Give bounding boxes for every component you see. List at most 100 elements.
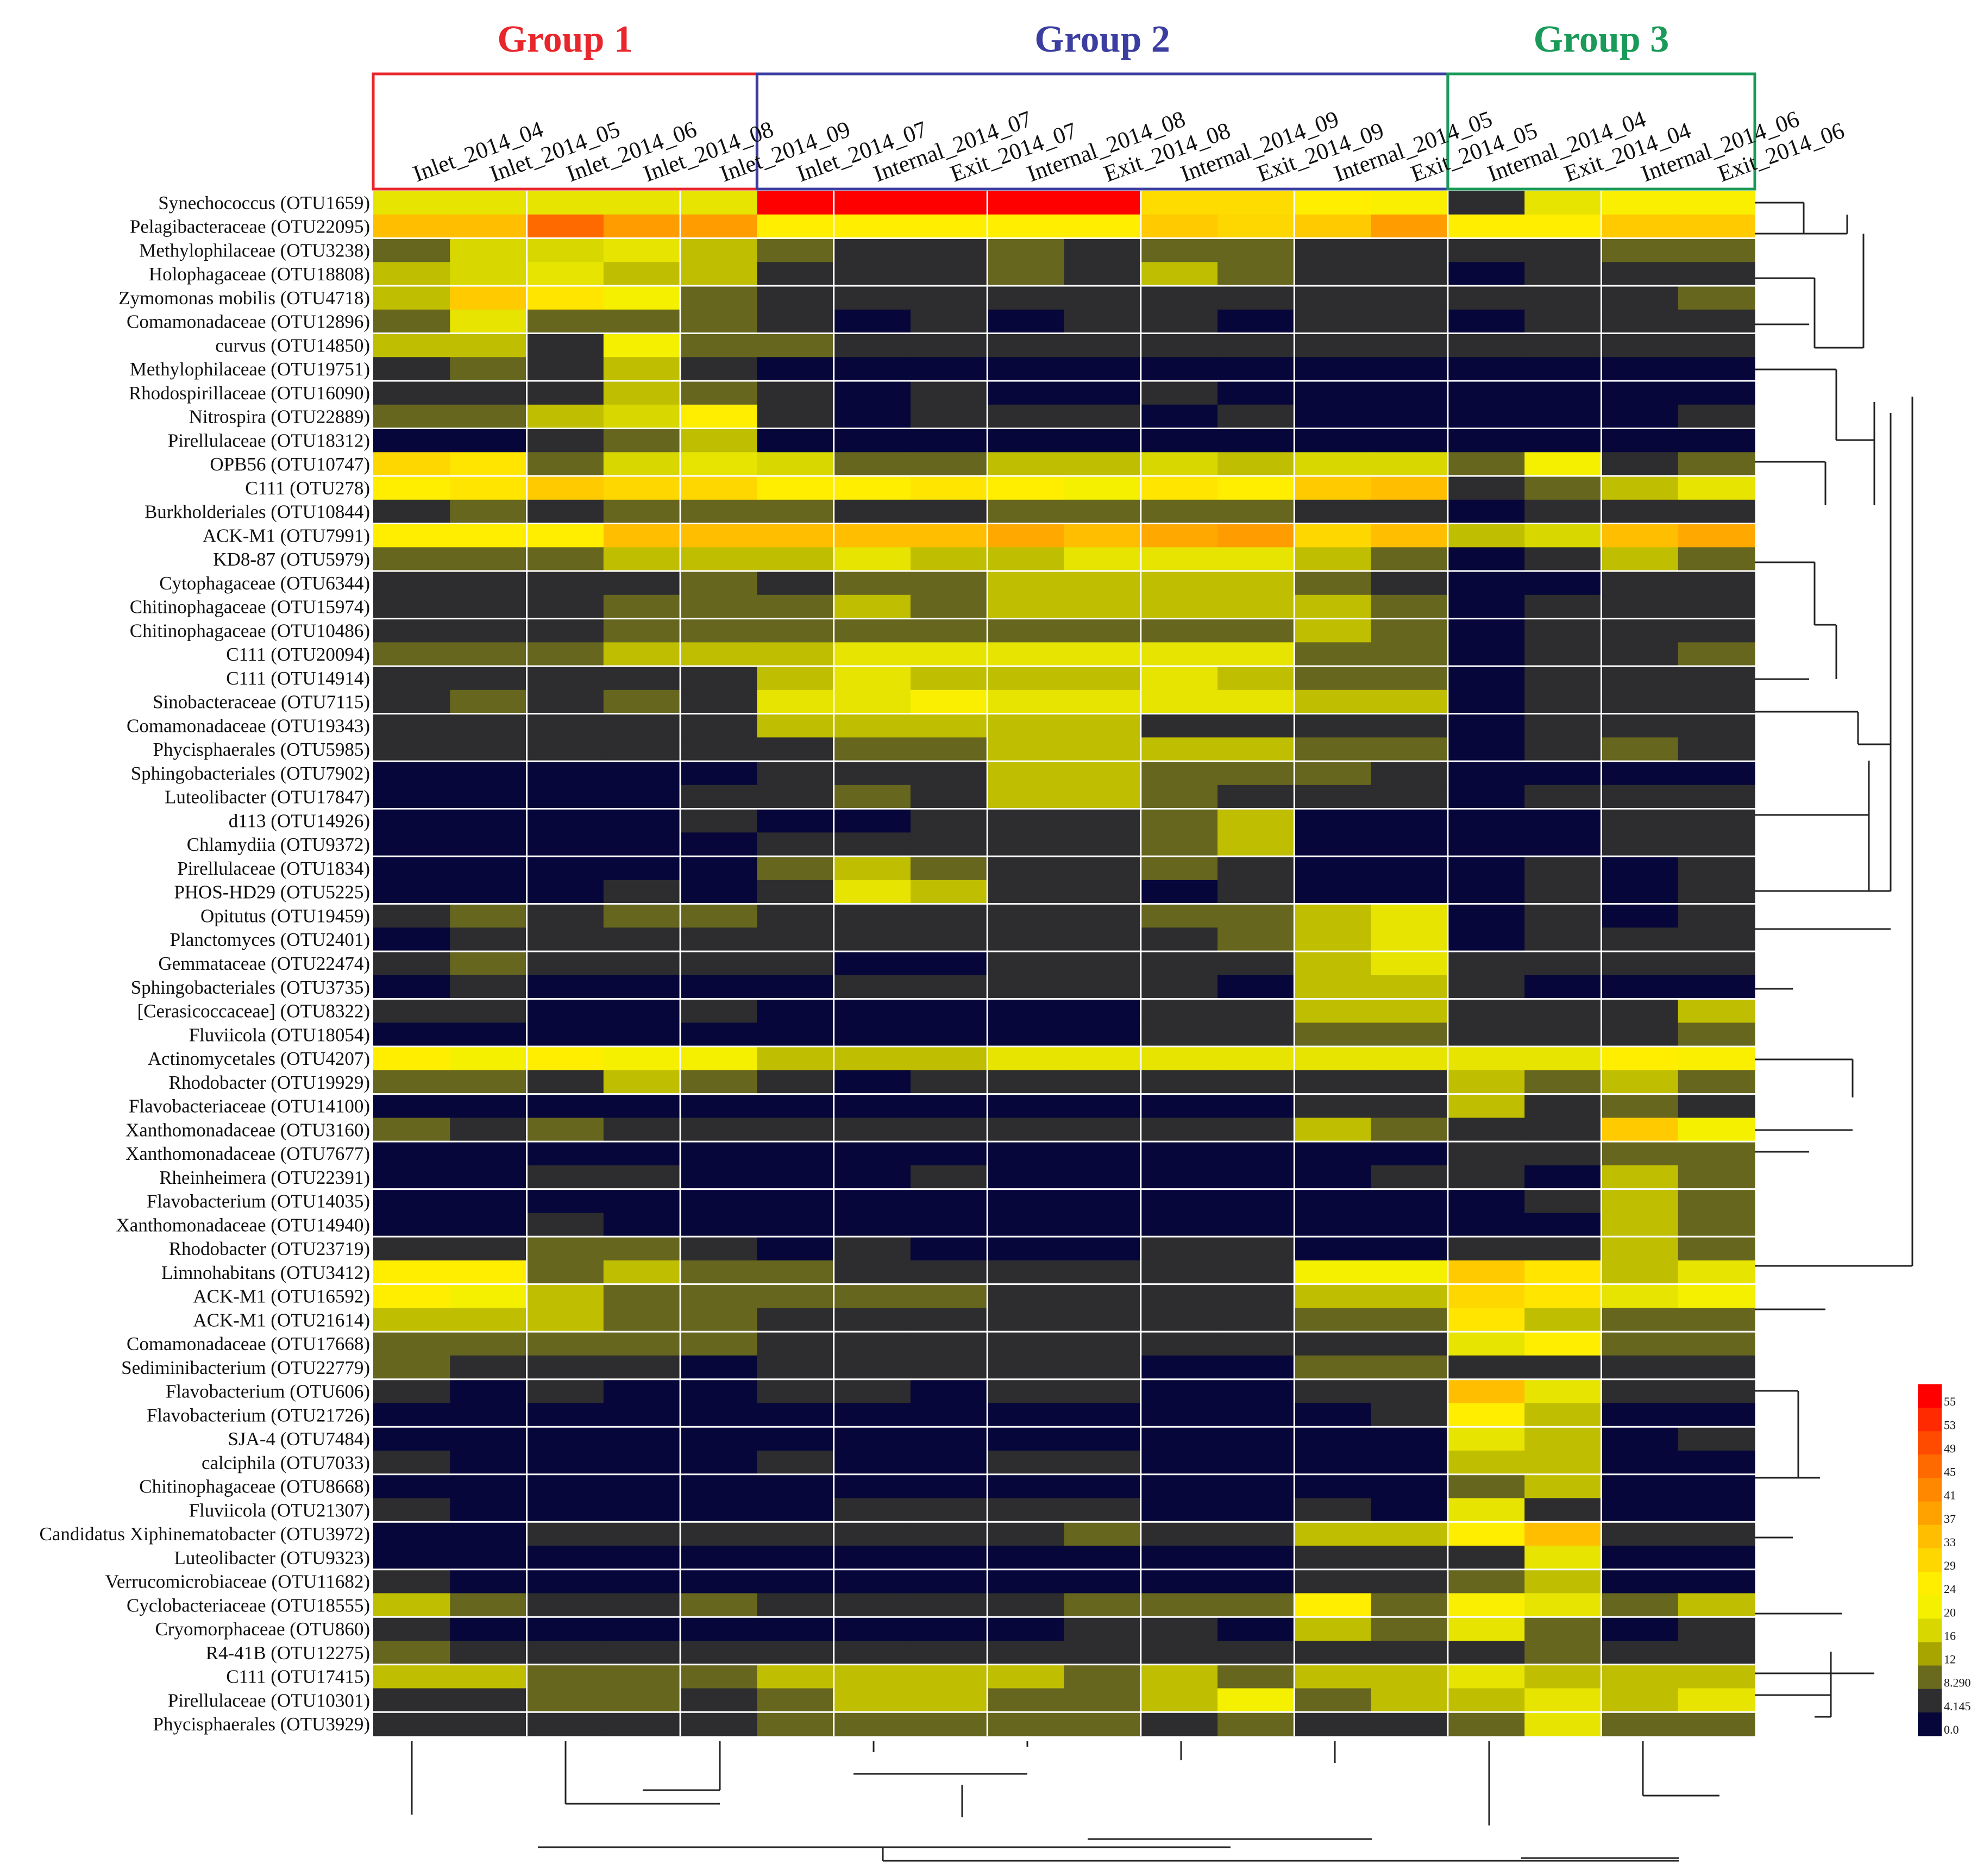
heatmap-cell — [680, 1379, 757, 1404]
heatmap-cell — [987, 214, 1065, 239]
heatmap-cell — [1294, 1688, 1372, 1712]
heatmap-cell — [1294, 309, 1372, 334]
heatmap-cell — [373, 618, 450, 643]
heatmap-cell — [450, 1617, 528, 1641]
heatmap-cell — [1294, 880, 1372, 905]
heatmap-cell — [1601, 1189, 1679, 1214]
heatmap-cell — [910, 666, 988, 691]
heatmap-cell — [1064, 262, 1141, 286]
heatmap-cell — [1064, 1450, 1141, 1475]
heatmap-cell — [757, 1141, 834, 1166]
heatmap-cell — [1371, 499, 1448, 524]
heatmap-cell — [1294, 547, 1372, 572]
heatmap-cell — [1064, 1522, 1141, 1546]
heatmap-cell — [526, 1189, 604, 1214]
heatmap-cell — [1294, 689, 1372, 714]
heatmap-cell — [1294, 1427, 1372, 1451]
heatmap-cell — [1601, 999, 1679, 1023]
heatmap-cell — [373, 1189, 450, 1214]
heatmap-cell — [910, 214, 988, 239]
heatmap-cell — [603, 1593, 681, 1617]
heatmap-cell — [1447, 1332, 1525, 1356]
heatmap-cell — [373, 571, 450, 595]
heatmap-cell — [910, 594, 988, 619]
heatmap-cell — [1678, 404, 1755, 429]
heatmap-cell — [450, 856, 528, 881]
heatmap-cell — [1678, 1427, 1755, 1451]
heatmap-cell — [1294, 381, 1372, 405]
heatmap-cell — [1678, 904, 1755, 928]
heatmap-cell — [373, 1237, 450, 1261]
heatmap-cell — [1064, 904, 1141, 928]
heatmap-cell — [833, 951, 911, 976]
heatmap-cell — [1140, 1355, 1218, 1380]
heatmap-cell — [526, 1569, 604, 1594]
heatmap-cell — [1447, 1664, 1525, 1689]
heatmap-cell — [1294, 1237, 1372, 1261]
heatmap-cell — [1601, 1545, 1679, 1570]
heatmap-cell — [603, 1569, 681, 1594]
heatmap-cell — [1601, 618, 1679, 643]
row-label: Zymomonas mobilis (OTU4718) — [118, 287, 370, 309]
heatmap-cell — [757, 1284, 834, 1309]
heatmap-cell — [526, 761, 604, 786]
heatmap-cell — [910, 1118, 988, 1142]
heatmap-cell — [680, 761, 757, 786]
heatmap-cell — [1217, 1022, 1295, 1047]
heatmap-cell — [757, 761, 834, 786]
heatmap-cell — [680, 1450, 757, 1475]
heatmap-cell — [833, 1165, 911, 1190]
row-label: Flavobacterium (OTU606) — [166, 1381, 370, 1402]
heatmap-cell — [1371, 927, 1448, 952]
heatmap-cell — [680, 547, 757, 572]
heatmap-cell — [450, 214, 528, 239]
heatmap-cell — [373, 1450, 450, 1475]
heatmap-cell — [1140, 1545, 1218, 1570]
heatmap-cell — [987, 713, 1065, 738]
heatmap-cell — [680, 1070, 757, 1095]
heatmap-cell — [526, 1260, 604, 1285]
heatmap-cell — [1064, 1308, 1141, 1332]
heatmap-cell — [1678, 357, 1755, 381]
heatmap-cell — [680, 286, 757, 310]
heatmap-cell — [1371, 951, 1448, 976]
row-label: ACK-M1 (OTU21614) — [193, 1309, 370, 1331]
heatmap-cell — [373, 1118, 450, 1142]
heatmap-cell — [1064, 476, 1141, 500]
heatmap-cell — [757, 1427, 834, 1451]
heatmap-cell — [450, 357, 528, 381]
legend-tick-label: 8.290 — [1944, 1676, 1971, 1690]
heatmap-cell — [1064, 1141, 1141, 1166]
heatmap-cell — [987, 381, 1065, 405]
heatmap-cell — [1601, 238, 1679, 262]
heatmap-cell — [1601, 309, 1679, 334]
heatmap-cell — [680, 927, 757, 952]
heatmap-cell — [757, 1688, 834, 1712]
heatmap-cell — [1140, 594, 1218, 619]
heatmap-cell — [833, 1712, 911, 1736]
heatmap-cell — [987, 1189, 1065, 1214]
heatmap-cell — [1140, 1593, 1218, 1617]
heatmap-cell — [1678, 1640, 1755, 1665]
heatmap-cell — [450, 1260, 528, 1285]
heatmap-cell — [1601, 1355, 1679, 1380]
heatmap-cell — [603, 1664, 681, 1689]
heatmap-cell — [1294, 1213, 1372, 1237]
heatmap-cell — [1217, 238, 1295, 262]
heatmap-cell — [757, 1070, 834, 1095]
heatmap-cell — [603, 808, 681, 833]
heatmap-cell — [526, 975, 604, 1000]
heatmap-cell — [1524, 1284, 1602, 1309]
heatmap-cell — [373, 523, 450, 548]
row-labels: Synechococcus (OTU1659)Pelagibacteraceae… — [40, 192, 370, 1735]
heatmap-cell — [1217, 309, 1295, 334]
legend-tick-label: 4.145 — [1944, 1699, 1971, 1713]
heatmap-cell — [1601, 262, 1679, 286]
heatmap-cell — [1447, 1474, 1525, 1499]
heatmap-cell — [833, 1213, 911, 1237]
heatmap-cell — [450, 1450, 528, 1475]
heatmap-cell — [987, 1403, 1065, 1427]
heatmap-cell — [1294, 785, 1372, 810]
heatmap-cell — [1217, 642, 1295, 667]
heatmap-cell — [1678, 523, 1755, 548]
